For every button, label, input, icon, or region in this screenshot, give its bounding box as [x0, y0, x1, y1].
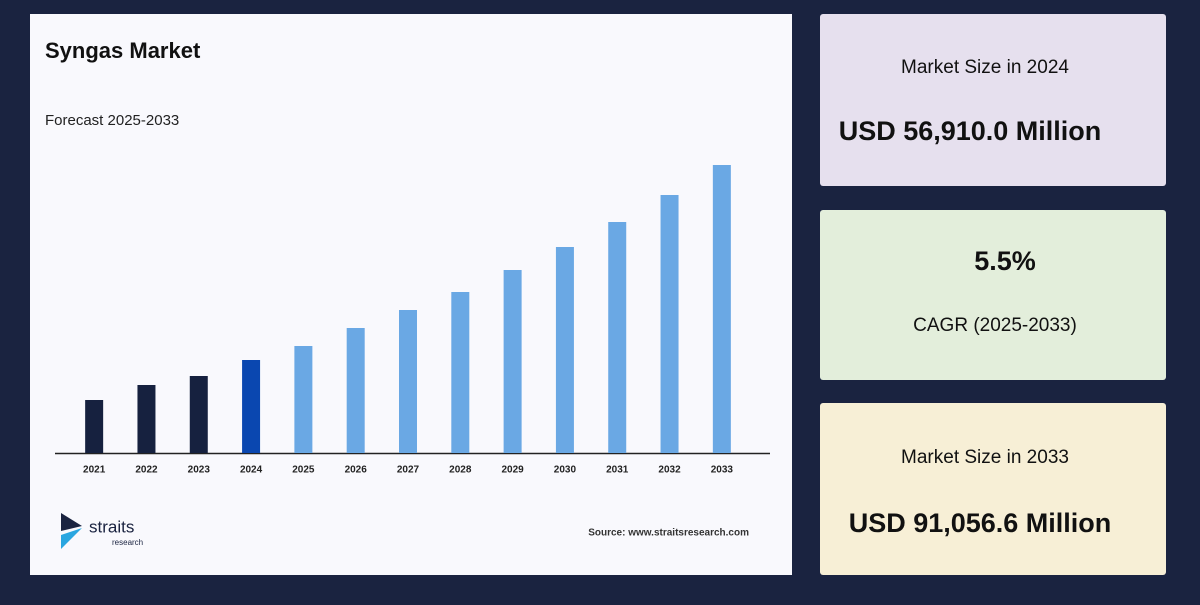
x-tick-label: 2023 — [188, 465, 211, 476]
x-tick-label: 2024 — [240, 465, 263, 476]
x-tick-label: 2026 — [345, 465, 368, 476]
bar — [503, 270, 522, 453]
x-tick-label: 2033 — [711, 465, 734, 476]
card — [820, 210, 1166, 380]
logo-icon-bottom — [61, 528, 82, 549]
card-label: Market Size in 2033 — [901, 447, 1069, 468]
x-tick-label: 2031 — [606, 465, 629, 476]
x-tick-label: 2021 — [83, 465, 106, 476]
x-tick-label: 2025 — [292, 465, 315, 476]
bar — [294, 346, 313, 453]
card-label: Market Size in 2024 — [901, 57, 1069, 78]
bar — [555, 247, 574, 453]
bars: 2021 2022 2023 2024 2025 2026 2027 2028 2029 2030… — [83, 165, 733, 476]
x-tick-label: 2022 — [135, 465, 158, 476]
card-label: CAGR (2025-2033) — [913, 315, 1077, 336]
x-tick-label: 2030 — [554, 465, 577, 476]
bar — [660, 195, 679, 453]
card — [820, 14, 1166, 186]
bar — [712, 165, 731, 453]
source: Source: www.straitsresearch.com — [588, 528, 749, 539]
bar — [451, 292, 470, 453]
card-value: USD 56,910.0 Million — [839, 116, 1102, 146]
bar — [346, 328, 365, 453]
logo-name: straits — [89, 517, 134, 536]
card-value: USD 91,056.6 Million — [849, 508, 1112, 538]
x-tick-label: 2032 — [658, 465, 681, 476]
card-value: 5.5% — [974, 246, 1036, 276]
logo-tagline: research — [112, 538, 143, 547]
bar — [137, 385, 156, 453]
chart-title: Syngas Market — [45, 38, 201, 63]
chart-subtitle: Forecast 2025-2033 — [45, 112, 179, 129]
bar — [608, 222, 627, 453]
bar — [85, 400, 104, 453]
bar — [399, 310, 417, 453]
card — [820, 403, 1166, 575]
bar — [242, 360, 261, 453]
logo-icon-top — [61, 513, 82, 531]
x-tick-label: 2027 — [397, 465, 420, 476]
x-tick-label: 2029 — [501, 465, 524, 476]
bar — [189, 376, 208, 453]
x-tick-label: 2028 — [449, 465, 472, 476]
